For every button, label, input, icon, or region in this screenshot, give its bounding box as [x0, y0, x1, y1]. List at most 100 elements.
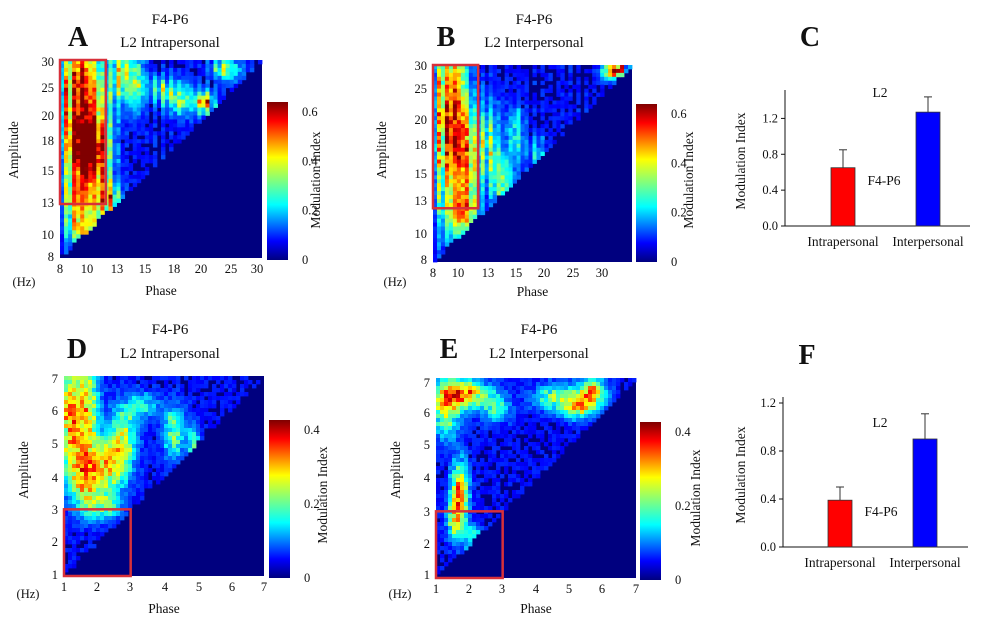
heatmap-cell: [608, 84, 613, 90]
heatmap-cell: [168, 452, 173, 457]
heatmap-cell: [512, 430, 517, 435]
heatmap-cell: [80, 448, 85, 453]
heatmap-cell: [88, 380, 93, 385]
heatmap-cell: [72, 376, 77, 381]
heatmap-cell: [460, 187, 466, 192]
heatmap-cell: [452, 96, 458, 101]
heatmap-cell: [580, 426, 585, 431]
heatmap-cell: [116, 75, 121, 81]
heatmap-cell: [472, 135, 478, 141]
heatmap-cell: [448, 88, 454, 93]
heatmap-cell: [484, 195, 490, 200]
heatmap-cell: [92, 99, 97, 104]
heatmap-cell: [68, 536, 73, 541]
heatmap-cell: [84, 472, 89, 477]
heatmap-cell: [528, 458, 533, 463]
heatmap-cell: [136, 111, 142, 116]
heatmap-cell: [496, 124, 502, 129]
heatmap-cell: [440, 494, 445, 499]
heatmap-cell: [433, 159, 438, 164]
heatmap-cell: [148, 412, 153, 417]
heatmap-cell: [464, 151, 470, 157]
heatmap-cell: [433, 234, 438, 239]
heatmap-cell: [144, 119, 150, 124]
heatmap-cell: [520, 450, 525, 455]
heatmap-cell: [156, 111, 162, 116]
heatmap-cell: [84, 143, 89, 148]
heatmap-cell: [504, 442, 509, 447]
heatmap-cell: [544, 390, 549, 395]
heatmap-cell: [136, 67, 142, 73]
heatmap-cell: [120, 95, 126, 100]
heatmap-cell: [100, 376, 105, 381]
heatmap-cell: [433, 131, 438, 137]
heatmap-cell: [588, 378, 593, 383]
heatmap-cell: [80, 67, 85, 73]
heatmap-cell: [536, 135, 541, 141]
heatmap-cell: [452, 159, 458, 164]
heatmap-cell: [576, 88, 581, 93]
heatmap-cell: [116, 496, 121, 501]
heatmap-cell: [96, 388, 101, 393]
heatmap-cell: [189, 103, 194, 108]
heatmap-cell: [468, 418, 473, 423]
heatmap-cell: [132, 456, 137, 461]
heatmap-cell: [492, 104, 498, 109]
heatmap-cell: [444, 120, 450, 125]
heatmap-cell: [92, 480, 97, 485]
heatmap-cell: [484, 147, 490, 153]
heatmap-cell: [496, 155, 502, 160]
heatmap-cell: [64, 480, 69, 485]
heatmap-cell: [544, 139, 549, 145]
heatmap-cell: [500, 116, 506, 121]
heatmap-cell: [572, 390, 577, 395]
heatmap-cell: [212, 384, 217, 389]
heatmap-cell: [136, 147, 142, 152]
heatmap-cell: [148, 460, 153, 465]
heatmap-cell: [108, 492, 113, 497]
y-tick-label: 1: [52, 568, 58, 582]
heatmap-cell: [500, 108, 506, 113]
heatmap-cell: [120, 190, 126, 196]
heatmap-cell: [112, 91, 117, 97]
heatmap-cell: [80, 103, 85, 108]
heatmap-cell: [88, 107, 93, 112]
heatmap-cell: [444, 187, 450, 192]
heatmap-cell: [168, 416, 173, 421]
heatmap-cell: [68, 222, 73, 227]
heatmap-cell: [76, 500, 81, 505]
heatmap-cell: [436, 514, 441, 519]
heatmap-cell: [492, 183, 498, 188]
heatmap-cell: [560, 68, 565, 74]
heatmap-cell: [464, 414, 469, 419]
heatmap-cell: [496, 92, 502, 97]
heatmap-cell: [520, 124, 525, 129]
heatmap-cell: [500, 378, 505, 383]
heatmap-cell: [233, 83, 239, 89]
heatmap-cell: [173, 79, 178, 85]
heatmap-cell: [232, 380, 237, 385]
heatmap-cell: [568, 386, 573, 391]
heatmap-cell: [112, 162, 117, 168]
heatmap-cell: [116, 174, 121, 180]
heatmap-cell: [64, 452, 69, 457]
heatmap-cell: [508, 124, 513, 129]
series-label: L2: [873, 415, 888, 430]
heatmap-cell: [504, 187, 510, 192]
heatmap-cell: [96, 210, 101, 215]
heatmap-cell: [72, 484, 77, 489]
heatmap-cell: [221, 63, 227, 69]
heatmap-cell: [468, 466, 473, 471]
heatmap-cell: [132, 488, 137, 493]
y-tick-label: 10: [42, 228, 55, 242]
heatmap-cell: [104, 456, 109, 461]
heatmap-cell: [448, 195, 454, 200]
heatmap-cell: [592, 402, 597, 407]
y-tick-label: 1: [424, 568, 430, 582]
heatmap-cell: [448, 534, 453, 539]
heatmap-cell: [72, 194, 77, 199]
heatmap-cell: [64, 67, 69, 73]
heatmap-cell: [100, 532, 105, 537]
heatmap-cell: [64, 170, 69, 176]
heatmap-cell: [484, 187, 490, 192]
